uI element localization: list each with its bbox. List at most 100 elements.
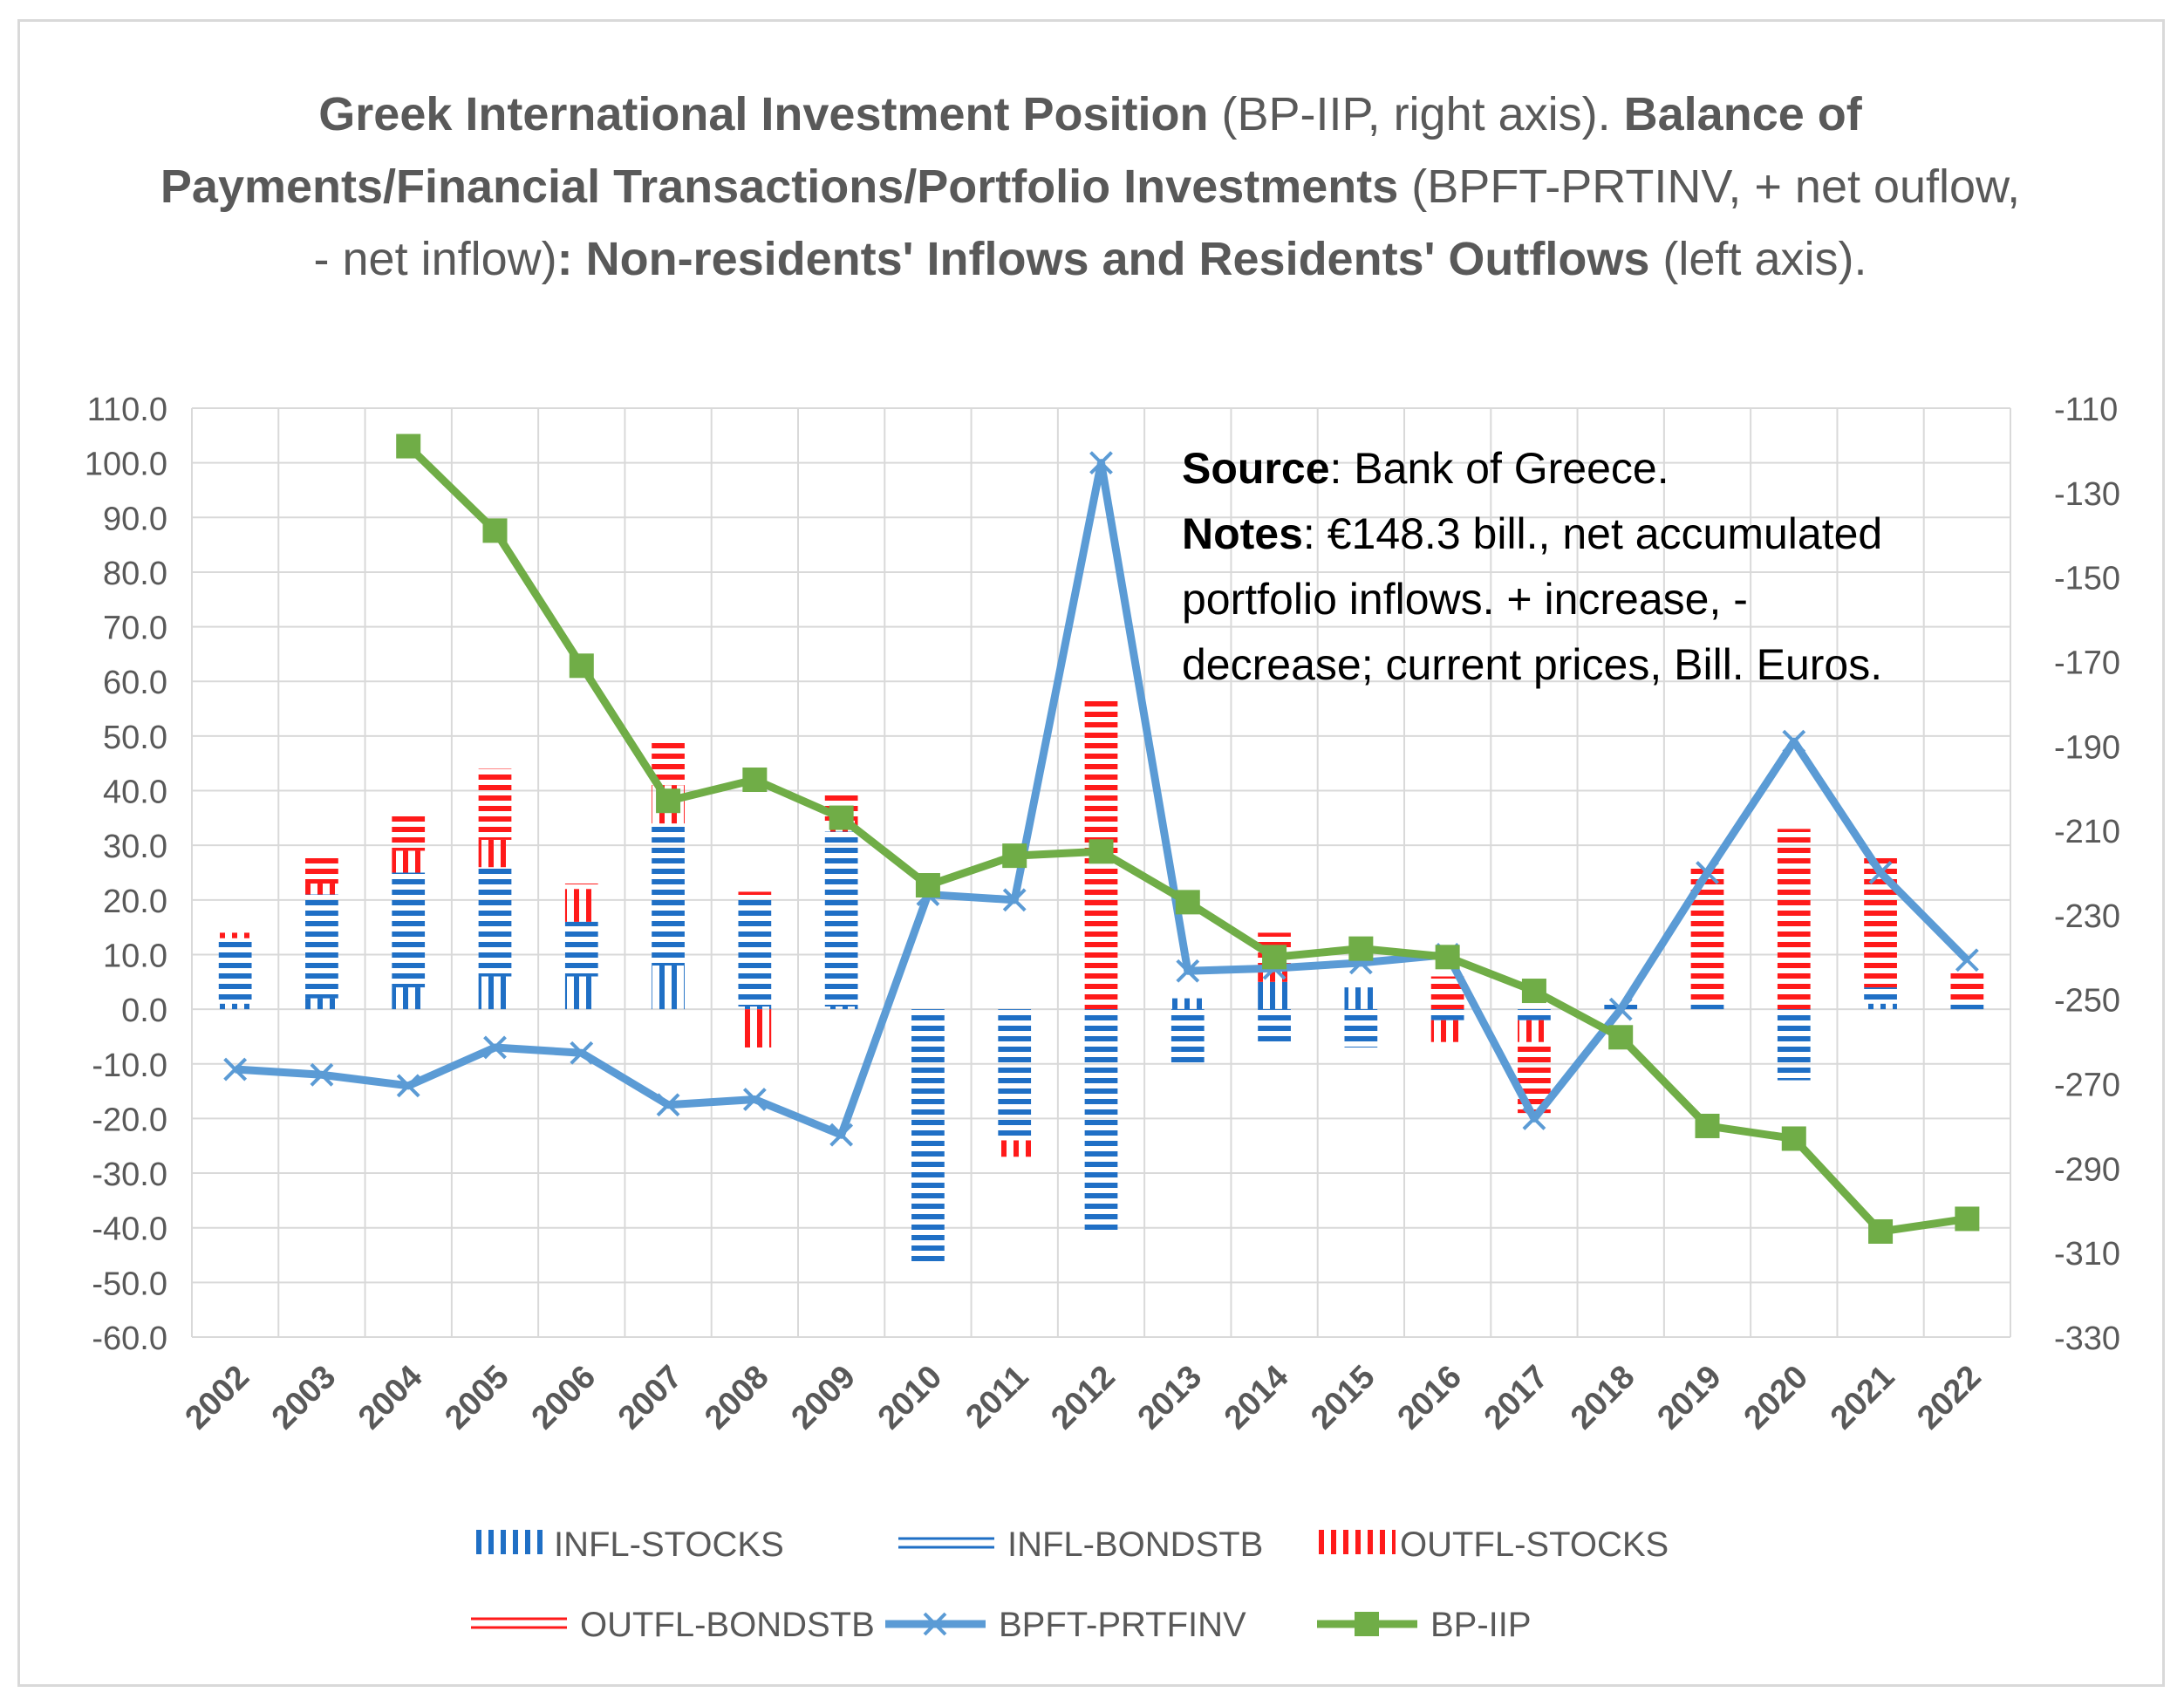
bar-outfl-stocks <box>998 1140 1032 1157</box>
bar-infl-stocks <box>392 987 426 1010</box>
bar-outfl-stocks <box>564 889 598 922</box>
bar-outfl-bondstb <box>738 891 772 897</box>
category-label: 2011 <box>959 1359 1036 1436</box>
marker-square <box>1868 1218 1894 1244</box>
legend-marker-x <box>923 1612 947 1636</box>
left-tick-label: 0.0 <box>121 993 167 1029</box>
bar-outfl-bondstb <box>392 812 426 851</box>
bar-infl-bondstb <box>1170 1009 1205 1064</box>
right-tick-label: -210 <box>2054 814 2120 850</box>
bar-infl-bondstb <box>1258 1009 1291 1042</box>
bar-infl-stocks <box>1344 987 1378 1010</box>
notes-annotation: Source: Bank of Greece. Notes: €148.3 bi… <box>1182 444 1883 689</box>
bar-infl-bondstb <box>911 1009 945 1266</box>
bar-infl-bondstb <box>824 831 858 1007</box>
bar-outfl-bondstb <box>1777 829 1811 1010</box>
category-label: 2016 <box>1391 1359 1469 1436</box>
left-tick-label: -10.0 <box>92 1047 167 1084</box>
marker-square <box>1175 890 1200 915</box>
right-tick-label: -310 <box>2054 1236 2120 1273</box>
category-label: 2015 <box>1304 1359 1382 1436</box>
marker-square <box>1781 1126 1806 1151</box>
marker-square <box>569 653 594 679</box>
left-tick-label: 90.0 <box>103 501 167 537</box>
category-label: 2005 <box>438 1359 515 1436</box>
marker-square <box>742 768 768 792</box>
legend-label: BPFT-PRTFINV <box>999 1606 1246 1644</box>
right-tick-label: -190 <box>2054 729 2120 766</box>
left-tick-label: 30.0 <box>103 829 167 865</box>
bar-infl-stocks <box>478 976 512 1010</box>
bar-infl-stocks <box>564 976 598 1010</box>
legend-marker-square <box>1355 1612 1379 1636</box>
category-label: 2002 <box>179 1359 256 1436</box>
right-tick-label: -270 <box>2054 1068 2120 1104</box>
marker-x <box>1782 729 1806 754</box>
category-label: 2017 <box>1478 1359 1555 1436</box>
marker-x <box>656 1093 680 1117</box>
marker-square <box>482 518 508 543</box>
bar-infl-bondstb <box>1430 1009 1464 1020</box>
marker-x <box>1002 888 1027 912</box>
marker-x <box>1955 948 1979 972</box>
right-tick-label: -150 <box>2054 561 2120 597</box>
marker-x <box>1522 1106 1546 1130</box>
marker-square <box>829 805 854 830</box>
marker-x <box>742 1088 767 1111</box>
category-label: 2012 <box>1044 1359 1122 1436</box>
left-tick-label: -30.0 <box>92 1157 167 1193</box>
bar-infl-bondstb <box>1950 1003 1984 1010</box>
bar-infl-stocks <box>1170 998 1205 1010</box>
left-tick-label: 100.0 <box>85 447 167 483</box>
bar-outfl-bondstb <box>1950 971 1984 1004</box>
bar-outfl-bondstb <box>478 768 512 840</box>
left-tick-label: -40.0 <box>92 1211 167 1248</box>
legend-label: BP-IIP <box>1430 1606 1532 1644</box>
right-tick-label: -170 <box>2054 645 2120 681</box>
left-tick-label: 10.0 <box>103 938 167 974</box>
legend-label: OUTFL-STOCKS <box>1400 1525 1669 1564</box>
bar-infl-bondstb <box>738 897 772 1007</box>
legend-label: INFL-BONDSTB <box>1007 1525 1263 1564</box>
category-label: 2014 <box>1218 1359 1295 1436</box>
category-label: 2013 <box>1131 1359 1209 1436</box>
marker-square <box>1435 945 1460 970</box>
left-tick-label: -20.0 <box>92 1102 167 1138</box>
bar-infl-stocks <box>1864 1003 1897 1010</box>
left-tick-label: -60.0 <box>92 1320 167 1357</box>
category-label: 2007 <box>611 1359 689 1436</box>
category-label: 2008 <box>698 1359 775 1436</box>
bar-infl-bondstb <box>1344 1009 1378 1047</box>
left-tick-label: 60.0 <box>103 665 167 701</box>
marker-x <box>570 1041 594 1065</box>
bar-infl-stocks <box>738 1006 772 1010</box>
bar-infl-bondstb <box>305 894 338 999</box>
legend-swatch-infl-stocks <box>471 1530 549 1554</box>
marker-x <box>1176 959 1200 983</box>
bar-infl-bondstb <box>1518 1009 1551 1020</box>
marker-square <box>1955 1206 1980 1232</box>
marker-x <box>223 1057 248 1082</box>
left-tick-label: 40.0 <box>103 775 167 811</box>
marker-square <box>1089 839 1114 864</box>
bar-infl-bondstb <box>1864 987 1897 1004</box>
left-tick-label: 20.0 <box>103 884 167 920</box>
category-label: 2020 <box>1737 1359 1815 1436</box>
right-tick-label: -230 <box>2054 898 2120 935</box>
bar-outfl-stocks <box>392 850 426 873</box>
chart-title: Greek International Investment Position … <box>160 88 2021 285</box>
marker-x <box>310 1062 334 1087</box>
legend-swatch-outfl-stocks <box>1317 1530 1396 1554</box>
right-tick-label: -130 <box>2054 476 2120 513</box>
bar-outfl-stocks <box>1430 1020 1464 1042</box>
marker-x <box>483 1035 507 1060</box>
bar-outfl-bondstb <box>305 856 338 884</box>
right-tick-label: -250 <box>2054 983 2120 1020</box>
bar-infl-stocks <box>305 998 338 1010</box>
category-label: 2006 <box>525 1359 603 1436</box>
left-tick-label: 110.0 <box>87 392 167 428</box>
bar-infl-bondstb <box>1690 1003 1724 1010</box>
marker-x <box>1608 997 1633 1021</box>
category-label: 2003 <box>265 1359 343 1436</box>
